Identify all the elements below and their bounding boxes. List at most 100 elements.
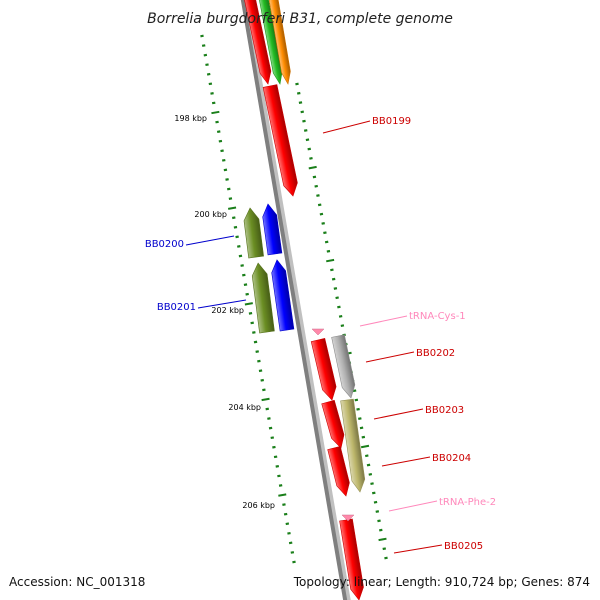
tick-left-minor <box>223 168 228 172</box>
tick-right-minor <box>295 82 299 86</box>
leader-line <box>322 120 371 134</box>
leader-line <box>393 544 443 554</box>
label-bb0204[interactable]: BB0204 <box>432 453 471 464</box>
leader-line <box>185 235 235 246</box>
tick-right-minor <box>296 91 301 95</box>
tick-left-minor <box>288 541 293 545</box>
tick-right-minor <box>356 407 360 411</box>
tick-left-minor <box>262 388 266 392</box>
label-bb0203[interactable]: BB0203 <box>425 405 464 416</box>
tick-right-minor <box>305 138 310 142</box>
tick-left-minor <box>242 273 246 277</box>
leader-line <box>359 315 408 327</box>
gene-bb0200-olive-arrow[interactable] <box>243 207 264 259</box>
gene-bb0202-arrow[interactable] <box>310 338 337 401</box>
tick-left-minor <box>275 465 280 468</box>
tick-left-major <box>278 493 287 497</box>
gene-bb0205-arrow[interactable] <box>339 518 364 600</box>
gene-bb0204-arrow[interactable] <box>327 446 350 497</box>
tick-right-minor <box>358 417 362 420</box>
label-bb0201[interactable]: BB0201 <box>157 302 196 313</box>
tick-right-minor <box>365 454 369 458</box>
tick-right-minor <box>375 510 380 513</box>
tick-right-minor <box>373 500 378 504</box>
tick-right-minor <box>335 296 339 300</box>
tick-left-minor <box>240 264 244 267</box>
tick-left-minor <box>267 417 271 420</box>
tick-left-minor <box>265 407 270 411</box>
gene-bb0203-arrow[interactable] <box>321 399 345 449</box>
tick-left-minor <box>270 436 275 440</box>
tick-right-minor <box>382 547 387 551</box>
gene-top-a-arrow[interactable] <box>243 0 272 85</box>
tick-right-major <box>308 165 317 170</box>
tick-right-minor <box>312 175 317 179</box>
gene-bb0201-olive-arrow[interactable] <box>251 262 275 334</box>
label-bb0199[interactable]: BB0199 <box>372 116 411 127</box>
gene-bb0202-gray-arrow[interactable] <box>331 334 356 399</box>
scale-label-202: 202 kbp <box>211 306 244 315</box>
leader-line <box>388 500 438 512</box>
tick-left-major <box>227 206 237 210</box>
tick-left-minor <box>205 63 209 67</box>
gene-bb0200-blue-arrow[interactable] <box>262 203 283 256</box>
tick-right-major <box>378 537 387 542</box>
tick-left-minor <box>277 474 281 478</box>
label-bb0202[interactable]: BB0202 <box>416 348 455 359</box>
tick-left-minor <box>248 311 253 315</box>
gene-bb0203-khaki-arrow[interactable] <box>340 398 366 493</box>
backbone-line <box>240 0 348 600</box>
tick-left-minor <box>211 101 216 105</box>
tick-left-minor <box>285 522 290 526</box>
tick-right-minor <box>331 277 336 281</box>
leader-line <box>197 299 247 309</box>
tick-left-minor <box>210 92 214 95</box>
tick-right-minor <box>314 184 318 188</box>
tick-left-minor <box>235 235 239 239</box>
tick-right-major <box>326 258 335 263</box>
tick-right-minor <box>319 212 324 216</box>
label-trna-cys-1[interactable]: tRNA-Cys-1 <box>409 311 466 322</box>
tick-right-major <box>360 444 370 449</box>
tick-left-minor <box>225 178 229 181</box>
label-bb0205[interactable]: BB0205 <box>444 541 483 552</box>
gene-top-c-arrow[interactable] <box>268 0 291 85</box>
tick-right-minor <box>337 305 341 309</box>
tick-right-minor <box>302 119 306 123</box>
label-trna-phe-2[interactable]: tRNA-Phe-2 <box>439 497 496 508</box>
tick-right-minor <box>368 472 373 476</box>
tick-left-minor <box>252 331 256 334</box>
leader-line <box>381 456 431 467</box>
trna-cys-1-marker[interactable] <box>311 328 325 336</box>
label-leaders <box>185 120 443 554</box>
tick-right-minor <box>309 156 313 160</box>
tick-left-minor <box>226 187 231 191</box>
backbone <box>240 0 351 600</box>
label-bb0200[interactable]: BB0200 <box>145 239 184 250</box>
tick-left-minor <box>258 369 263 373</box>
tick-right-minor <box>378 528 383 532</box>
tick-left-minor <box>232 216 236 220</box>
tick-left-minor <box>237 245 241 248</box>
tick-right-minor <box>316 194 320 197</box>
scale-label-204: 204 kbp <box>228 403 261 412</box>
tick-right-minor <box>307 147 311 151</box>
tick-right-minor <box>361 435 366 439</box>
tick-left-minor <box>206 72 211 76</box>
gene-bb0201-blue-arrow[interactable] <box>271 259 295 332</box>
tick-right-minor <box>366 463 371 467</box>
tick-right-minor <box>300 110 305 114</box>
tick-right-minor <box>326 249 331 253</box>
tick-right-minor <box>317 203 322 207</box>
tick-left-minor <box>282 503 286 506</box>
tick-left-minor <box>250 321 254 325</box>
trna-phe-2-marker[interactable] <box>341 514 355 522</box>
tick-left-minor <box>255 350 259 353</box>
tick-left-minor <box>292 560 296 564</box>
genome-summary-text: Topology: linear; Length: 910,724 bp; Ge… <box>293 575 590 589</box>
tick-left-minor <box>273 455 278 459</box>
tick-left-minor <box>238 254 243 258</box>
tick-left-major <box>261 397 270 402</box>
gene-bb0199-arrow[interactable] <box>262 84 298 197</box>
